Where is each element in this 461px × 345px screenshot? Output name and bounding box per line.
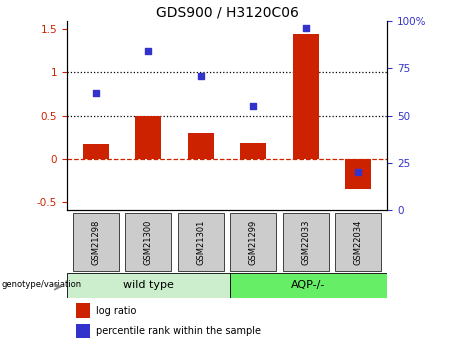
Bar	[335, 213, 381, 271]
Bar	[283, 213, 329, 271]
Text: genotype/variation: genotype/variation	[1, 280, 82, 289]
Bar	[240, 143, 266, 159]
Text: GSM21300: GSM21300	[144, 220, 153, 265]
Text: log ratio: log ratio	[96, 306, 137, 315]
Bar	[83, 144, 109, 159]
Point	[145, 48, 152, 54]
Text: wild type: wild type	[123, 280, 174, 290]
Bar	[177, 213, 224, 271]
Bar	[345, 159, 372, 189]
Point	[92, 90, 100, 96]
Text: GSM21301: GSM21301	[196, 220, 205, 265]
Bar	[125, 213, 171, 271]
Point	[302, 26, 309, 31]
Point	[355, 170, 362, 175]
Text: GSM21298: GSM21298	[91, 220, 100, 265]
Title: GDS900 / H3120C06: GDS900 / H3120C06	[156, 6, 298, 20]
Text: AQP-/-: AQP-/-	[291, 280, 325, 290]
Bar	[230, 273, 387, 298]
Bar	[77, 324, 90, 338]
Bar	[188, 133, 214, 159]
Text: GSM22033: GSM22033	[301, 220, 310, 265]
Bar	[293, 33, 319, 159]
Bar	[67, 273, 230, 298]
Text: percentile rank within the sample: percentile rank within the sample	[96, 326, 261, 336]
Bar	[135, 116, 161, 159]
Point	[249, 103, 257, 109]
Text: GSM21299: GSM21299	[249, 220, 258, 265]
Bar	[77, 304, 90, 317]
Bar	[230, 213, 277, 271]
Text: GSM22034: GSM22034	[354, 220, 363, 265]
Point	[197, 73, 205, 78]
Bar	[73, 213, 119, 271]
